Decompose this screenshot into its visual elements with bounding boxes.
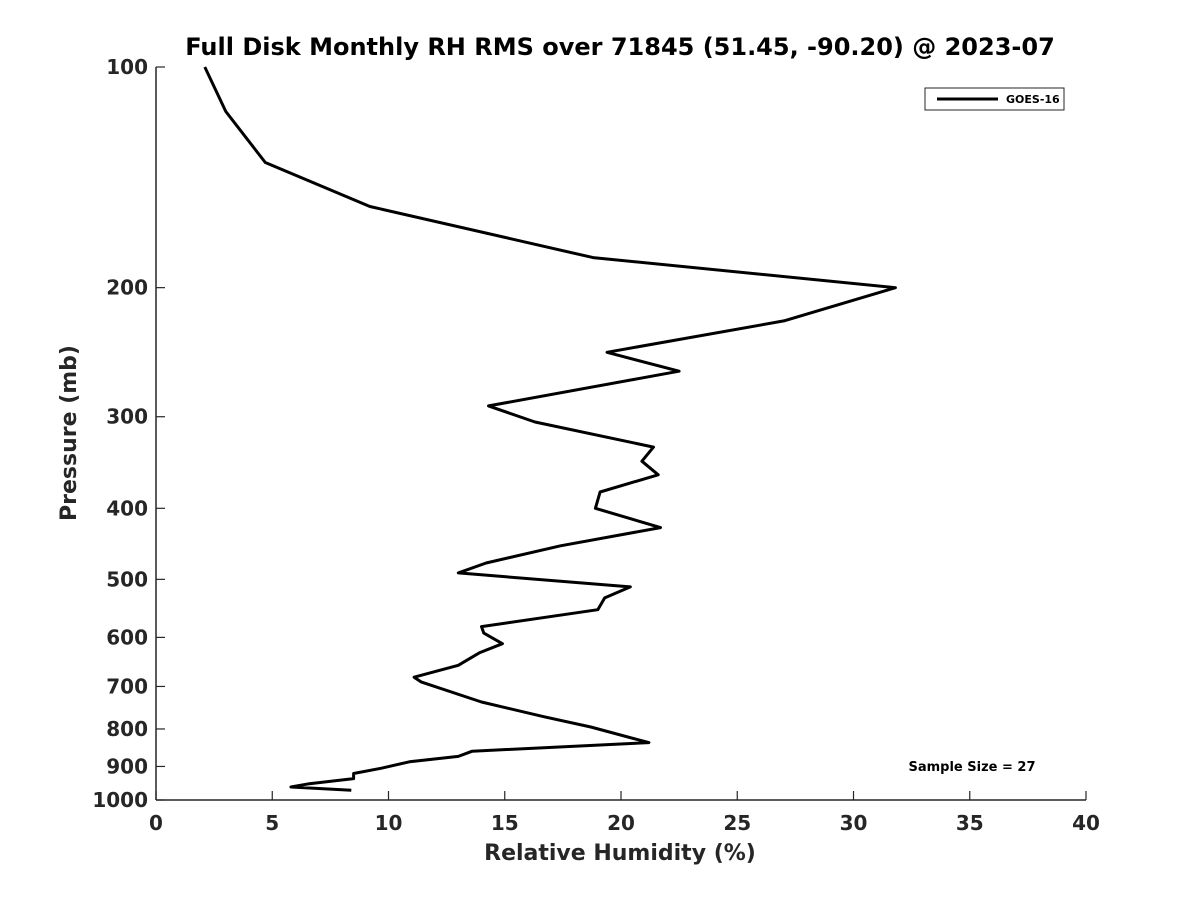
- chart-title: Full Disk Monthly RH RMS over 71845 (51.…: [185, 33, 1055, 61]
- x-tick-label: 20: [607, 811, 635, 835]
- x-ticks: 0 5 10 15 20 25 30 35 40: [149, 791, 1100, 835]
- series-layer: [203, 66, 897, 792]
- series-line-goes-16: [203, 66, 897, 792]
- x-tick-label: 35: [956, 811, 984, 835]
- y-tick-label: 100: [106, 55, 148, 79]
- y-tick-label: 900: [106, 754, 148, 778]
- x-tick-label: 40: [1072, 811, 1100, 835]
- y-tick-label: 700: [106, 674, 148, 698]
- sample-size-annotation: Sample Size = 27: [908, 760, 1035, 775]
- x-axis-label: Relative Humidity (%): [484, 841, 756, 866]
- y-tick-label: 600: [106, 625, 148, 649]
- x-tick-label: 30: [840, 811, 868, 835]
- x-tick-label: 5: [265, 811, 279, 835]
- y-tick-label: 500: [106, 567, 148, 591]
- y-tick-label: 800: [106, 717, 148, 741]
- x-tick-label: 25: [723, 811, 751, 835]
- y-ticks: 100 200 300 400 500 600 700 800 900 1000: [92, 55, 165, 812]
- x-tick-label: 10: [375, 811, 403, 835]
- y-tick-label: 300: [106, 405, 148, 429]
- y-tick-label: 400: [106, 496, 148, 520]
- y-tick-label: 1000: [92, 788, 148, 812]
- x-tick-label: 0: [149, 811, 163, 835]
- x-tick-label: 15: [491, 811, 519, 835]
- legend-label: GOES-16: [1006, 93, 1060, 106]
- legend: GOES-16: [924, 87, 1065, 111]
- y-tick-label: 200: [106, 276, 148, 300]
- y-axis-label: Pressure (mb): [57, 345, 82, 521]
